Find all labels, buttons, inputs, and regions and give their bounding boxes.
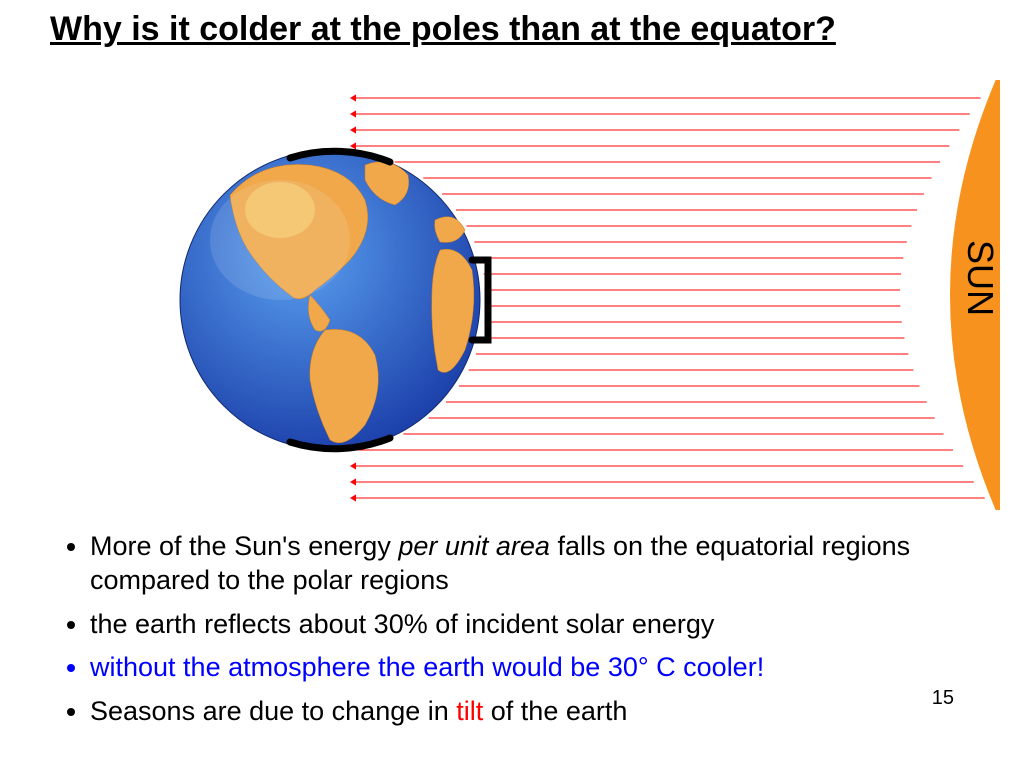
- bullet-item: without the atmosphere the earth would b…: [90, 651, 964, 685]
- page-number: 15: [932, 687, 954, 710]
- bullet-text: Seasons are due to change in tilt of the…: [90, 696, 627, 726]
- slide: Why is it colder at the poles than at th…: [0, 0, 1024, 768]
- bullet-item: the earth reflects about 30% of incident…: [90, 608, 964, 642]
- earth-globe: [180, 150, 480, 450]
- bullet-item: More of the Sun's energy per unit area f…: [90, 530, 964, 598]
- slide-title: Why is it colder at the poles than at th…: [50, 10, 994, 49]
- bullet-item: Seasons are due to change in tilt of the…: [90, 695, 964, 729]
- sun-label: SUN: [960, 240, 1000, 316]
- bullet-text: More of the Sun's energy per unit area f…: [90, 531, 910, 595]
- diagram-svg: SUN: [140, 80, 1000, 510]
- bullet-text: the earth reflects about 30% of incident…: [90, 609, 714, 639]
- bullet-text: without the atmosphere the earth would b…: [90, 652, 764, 682]
- bullet-list: More of the Sun's energy per unit area f…: [50, 530, 964, 739]
